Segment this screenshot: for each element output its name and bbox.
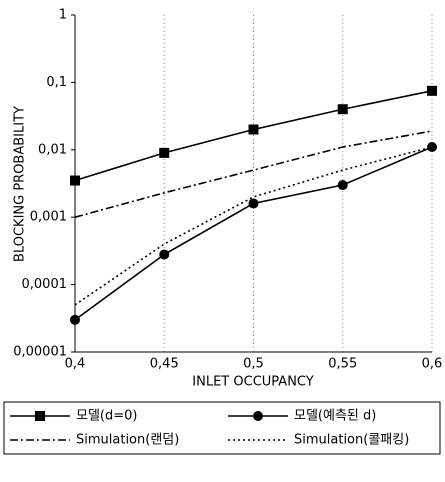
data-point xyxy=(159,249,170,260)
x-tick-label: 0,45 xyxy=(150,357,179,372)
y-tick-label: 1 xyxy=(59,8,67,23)
data-point xyxy=(248,198,259,209)
y-axis-title: BLOCKING PROBABILITY xyxy=(13,106,28,262)
data-point xyxy=(427,142,437,153)
y-tick-label: 0,1 xyxy=(46,75,67,90)
legend-marker xyxy=(253,411,263,421)
x-tick-label: 0,6 xyxy=(422,357,443,372)
y-tick-label: 0,00001 xyxy=(13,345,67,360)
data-point xyxy=(337,180,348,191)
y-tick-label: 0,001 xyxy=(30,210,67,225)
x-tick-label: 0,55 xyxy=(328,357,357,372)
data-point xyxy=(70,314,80,325)
legend-label: Simulation(랜덤) xyxy=(76,433,179,448)
series-line xyxy=(74,146,433,321)
y-tick-label: 0,0001 xyxy=(22,277,68,292)
x-tick-label: 0,5 xyxy=(243,357,264,372)
data-point xyxy=(70,175,80,186)
data-point xyxy=(159,147,170,158)
data-point xyxy=(248,124,259,135)
legend-label: 모델(예측된 d) xyxy=(294,409,376,424)
data-point xyxy=(427,85,437,96)
x-tick-label: 0,4 xyxy=(65,357,86,372)
series-line xyxy=(74,130,433,218)
y-tick-label: 0,01 xyxy=(38,142,67,157)
legend-marker xyxy=(35,411,45,421)
legend-box xyxy=(3,401,441,455)
legend-label: 모델(d=0) xyxy=(76,409,137,424)
data-point xyxy=(337,104,348,115)
x-axis-title: INLET OCCUPANCY xyxy=(192,375,313,390)
legend-label: Simulation(콜패킹) xyxy=(294,433,409,448)
